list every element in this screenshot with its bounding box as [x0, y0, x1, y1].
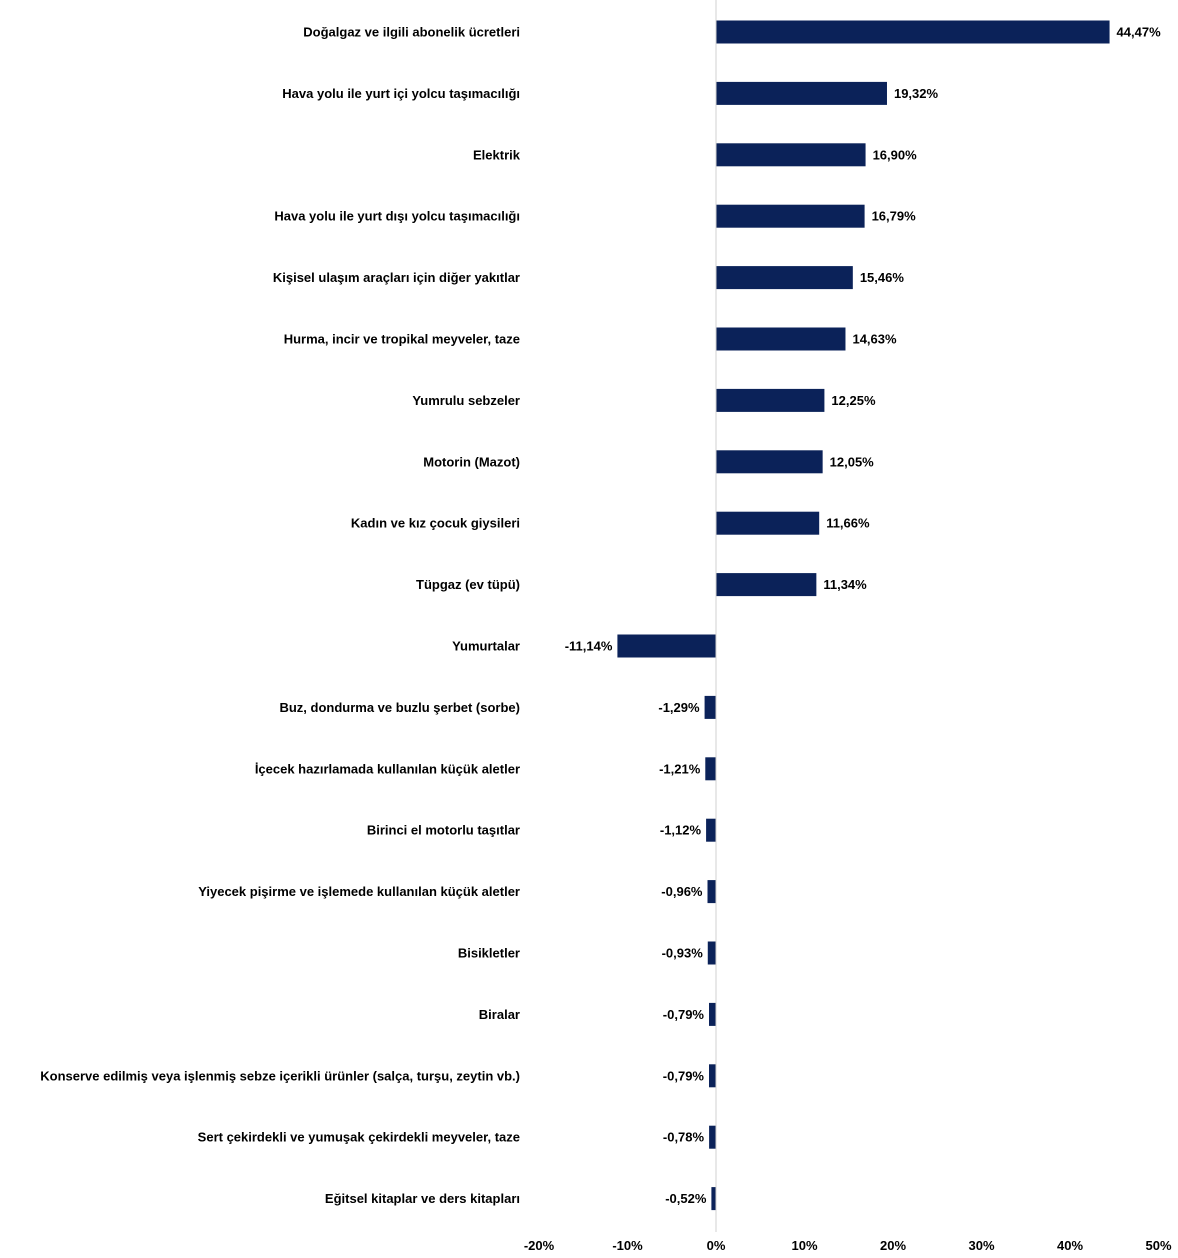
- category-label: Hurma, incir ve tropikal meyveler, taze: [284, 332, 520, 347]
- category-label: Bisikletler: [458, 946, 520, 961]
- bar: [709, 1125, 716, 1149]
- value-label: -0,52%: [665, 1191, 707, 1206]
- category-labels: Doğalgaz ve ilgili abonelik ücretleri Hav…: [40, 25, 521, 1207]
- x-tick-label: 40%: [1057, 1238, 1083, 1253]
- value-label: 16,79%: [872, 209, 917, 224]
- category-label: Yumurtalar: [452, 639, 520, 654]
- value-label: -1,21%: [659, 761, 701, 776]
- x-tick-label: 10%: [791, 1238, 817, 1253]
- bar: [704, 695, 716, 719]
- value-label: 11,34%: [823, 577, 867, 592]
- bar: [716, 450, 823, 474]
- value-label: -11,14%: [565, 639, 613, 654]
- value-label: -0,93%: [662, 946, 704, 961]
- x-tick-label: -10%: [612, 1238, 643, 1253]
- value-label: -0,78%: [663, 1130, 705, 1145]
- bar: [709, 1064, 716, 1088]
- value-labels: 44,47% 19,32% 16,90% 16,79% 15,46% 14,63% 12,2…: [565, 25, 1161, 1207]
- bar: [716, 388, 825, 412]
- x-tick-label: -20%: [524, 1238, 555, 1253]
- value-label: -0,79%: [663, 1007, 705, 1022]
- category-label: Kişisel ulaşım araçları için diğer yakıt…: [273, 270, 520, 285]
- value-label: -0,96%: [661, 884, 703, 899]
- category-label: Motorin (Mazot): [423, 454, 520, 469]
- value-label: 11,66%: [826, 516, 870, 531]
- bar: [716, 204, 865, 228]
- value-label: 19,32%: [894, 86, 939, 101]
- category-label: Sert çekirdekli ve yumuşak çekirdekli me…: [198, 1130, 520, 1145]
- value-label: 14,63%: [852, 332, 897, 347]
- value-label: -1,29%: [658, 700, 700, 715]
- bar: [716, 327, 846, 351]
- value-label: 12,25%: [831, 393, 876, 408]
- bar: [716, 266, 853, 290]
- value-label: -1,12%: [660, 823, 702, 838]
- bar: [716, 20, 1110, 44]
- category-label: Elektrik: [473, 147, 521, 162]
- category-label: Konserve edilmiş veya işlenmiş sebze içe…: [40, 1068, 520, 1083]
- bar: [617, 634, 716, 658]
- category-label: Tüpgaz (ev tüpü): [416, 577, 520, 592]
- category-label: Hava yolu ile yurt dışı yolcu taşımacılı…: [274, 209, 520, 224]
- value-label: 15,46%: [860, 270, 905, 285]
- category-label: Kadın ve kız çocuk giysileri: [351, 516, 520, 531]
- category-label: Hava yolu ile yurt içi yolcu taşımacılığ…: [282, 86, 520, 101]
- category-label: Doğalgaz ve ilgili abonelik ücretleri: [303, 25, 520, 40]
- bar: [706, 818, 716, 842]
- bar: [707, 880, 716, 904]
- category-label: Biralar: [479, 1007, 520, 1022]
- bar: [716, 81, 887, 105]
- bar: [705, 757, 716, 781]
- category-label: Yumrulu sebzeler: [412, 393, 520, 408]
- value-label: 44,47%: [1117, 25, 1162, 40]
- category-label: Yiyecek pişirme ve işlemede kullanılan k…: [198, 884, 520, 899]
- bar: [711, 1187, 716, 1211]
- x-tick-label: 0%: [707, 1238, 726, 1253]
- value-label: 16,90%: [873, 147, 918, 162]
- bar: [707, 941, 716, 965]
- value-label: 12,05%: [830, 454, 875, 469]
- category-label: Birinci el motorlu taşıtlar: [367, 823, 520, 838]
- x-tick-label: 20%: [880, 1238, 906, 1253]
- bar: [716, 511, 820, 535]
- x-axis-tick-labels: -20% -10% 0% 10% 20% 30% 40% 50%: [524, 1238, 1172, 1253]
- category-label: Buz, dondurma ve buzlu şerbet (sorbe): [279, 700, 520, 715]
- bar: [716, 143, 866, 167]
- category-label: Eğitsel kitaplar ve ders kitapları: [325, 1191, 520, 1206]
- bar: [709, 1002, 716, 1026]
- x-tick-label: 50%: [1145, 1238, 1171, 1253]
- bar: [716, 573, 817, 597]
- bar-series: [617, 20, 1110, 1211]
- value-label: -0,79%: [663, 1068, 705, 1083]
- x-tick-label: 30%: [968, 1238, 994, 1253]
- category-label: İçecek hazırlamada kullanılan küçük alet…: [255, 761, 520, 776]
